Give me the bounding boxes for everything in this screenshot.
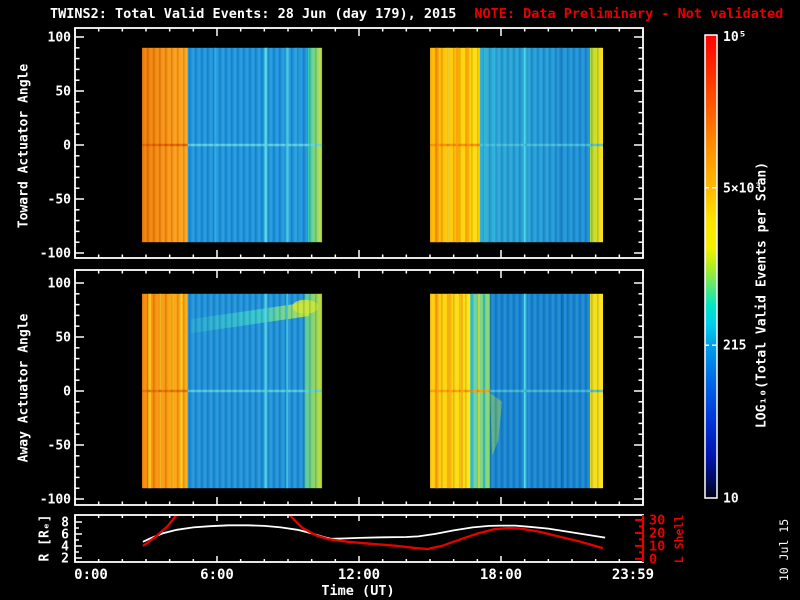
r-tick-label: 2 — [61, 552, 69, 567]
time-tick-label: 23:59 — [612, 567, 654, 583]
y-tick-label: 50 — [55, 85, 71, 100]
toward-heatmap — [141, 47, 604, 243]
y-tick-label: -100 — [40, 493, 71, 508]
time-axis-label: Time (UT) — [321, 583, 395, 599]
away-axes: 100 50 0 -50 -100 — [40, 269, 644, 508]
colorbar: 10⁵ 5×10³ 215 10 — [704, 30, 762, 507]
r-tick-label: 6 — [61, 528, 69, 543]
y-tick-label: 50 — [55, 331, 71, 346]
date-stamp: 10 Jul 15 — [777, 518, 791, 582]
y-tick-label: 0 — [63, 385, 71, 400]
y-tick-label: 0 — [63, 139, 71, 154]
lshell-tick-label: 0 — [649, 551, 657, 567]
lshell-tick-label: 20 — [649, 525, 665, 541]
lshell-tick-label: 10 — [649, 538, 665, 554]
time-tick-label: 18:00 — [480, 567, 522, 583]
away-heatmap — [141, 293, 604, 489]
r-tick-label: 4 — [61, 540, 69, 555]
time-tick-label: 0:00 — [74, 567, 108, 583]
time-tick-label: 6:00 — [200, 567, 234, 583]
r-tick-label: 8 — [61, 516, 69, 531]
toward-axis-label: Toward Actuator Angle — [16, 63, 32, 229]
lshell-curve — [288, 516, 604, 551]
y-tick-label: -100 — [40, 247, 71, 262]
lshell-curve — [142, 516, 178, 547]
page-title: TWINS2: Total Valid Events: 28 Jun (day … — [50, 6, 457, 22]
away-axis-label: Away Actuator Angle — [16, 313, 32, 463]
colorbar-tick-label: 10⁵ — [723, 30, 746, 45]
r-curve — [142, 524, 606, 543]
colorbar-tick-label: 215 — [723, 339, 746, 354]
toward-axes: 100 50 0 -50 -100 — [40, 27, 644, 262]
time-tick-label: 12:00 — [338, 567, 380, 583]
colorbar-tick-label: 5×10³ — [723, 181, 762, 196]
colorbar-tick-label: 10 — [723, 492, 739, 507]
lshell-axis-label: L Shell — [672, 514, 686, 564]
title-row: TWINS2: Total Valid Events: 28 Jun (day … — [50, 6, 783, 22]
y-tick-label: 100 — [48, 277, 72, 292]
y-tick-label: -50 — [48, 193, 72, 208]
colorbar-label: LOG₁₀(Total Valid Events per Scan) — [754, 161, 770, 429]
preliminary-note: NOTE: Data Preliminary - Not validated — [474, 6, 784, 22]
lshell-tick-label: 30 — [649, 513, 665, 529]
y-tick-label: 100 — [48, 31, 72, 46]
r-axis-label: R [Rₑ] — [37, 514, 53, 562]
y-tick-label: -50 — [48, 439, 72, 454]
